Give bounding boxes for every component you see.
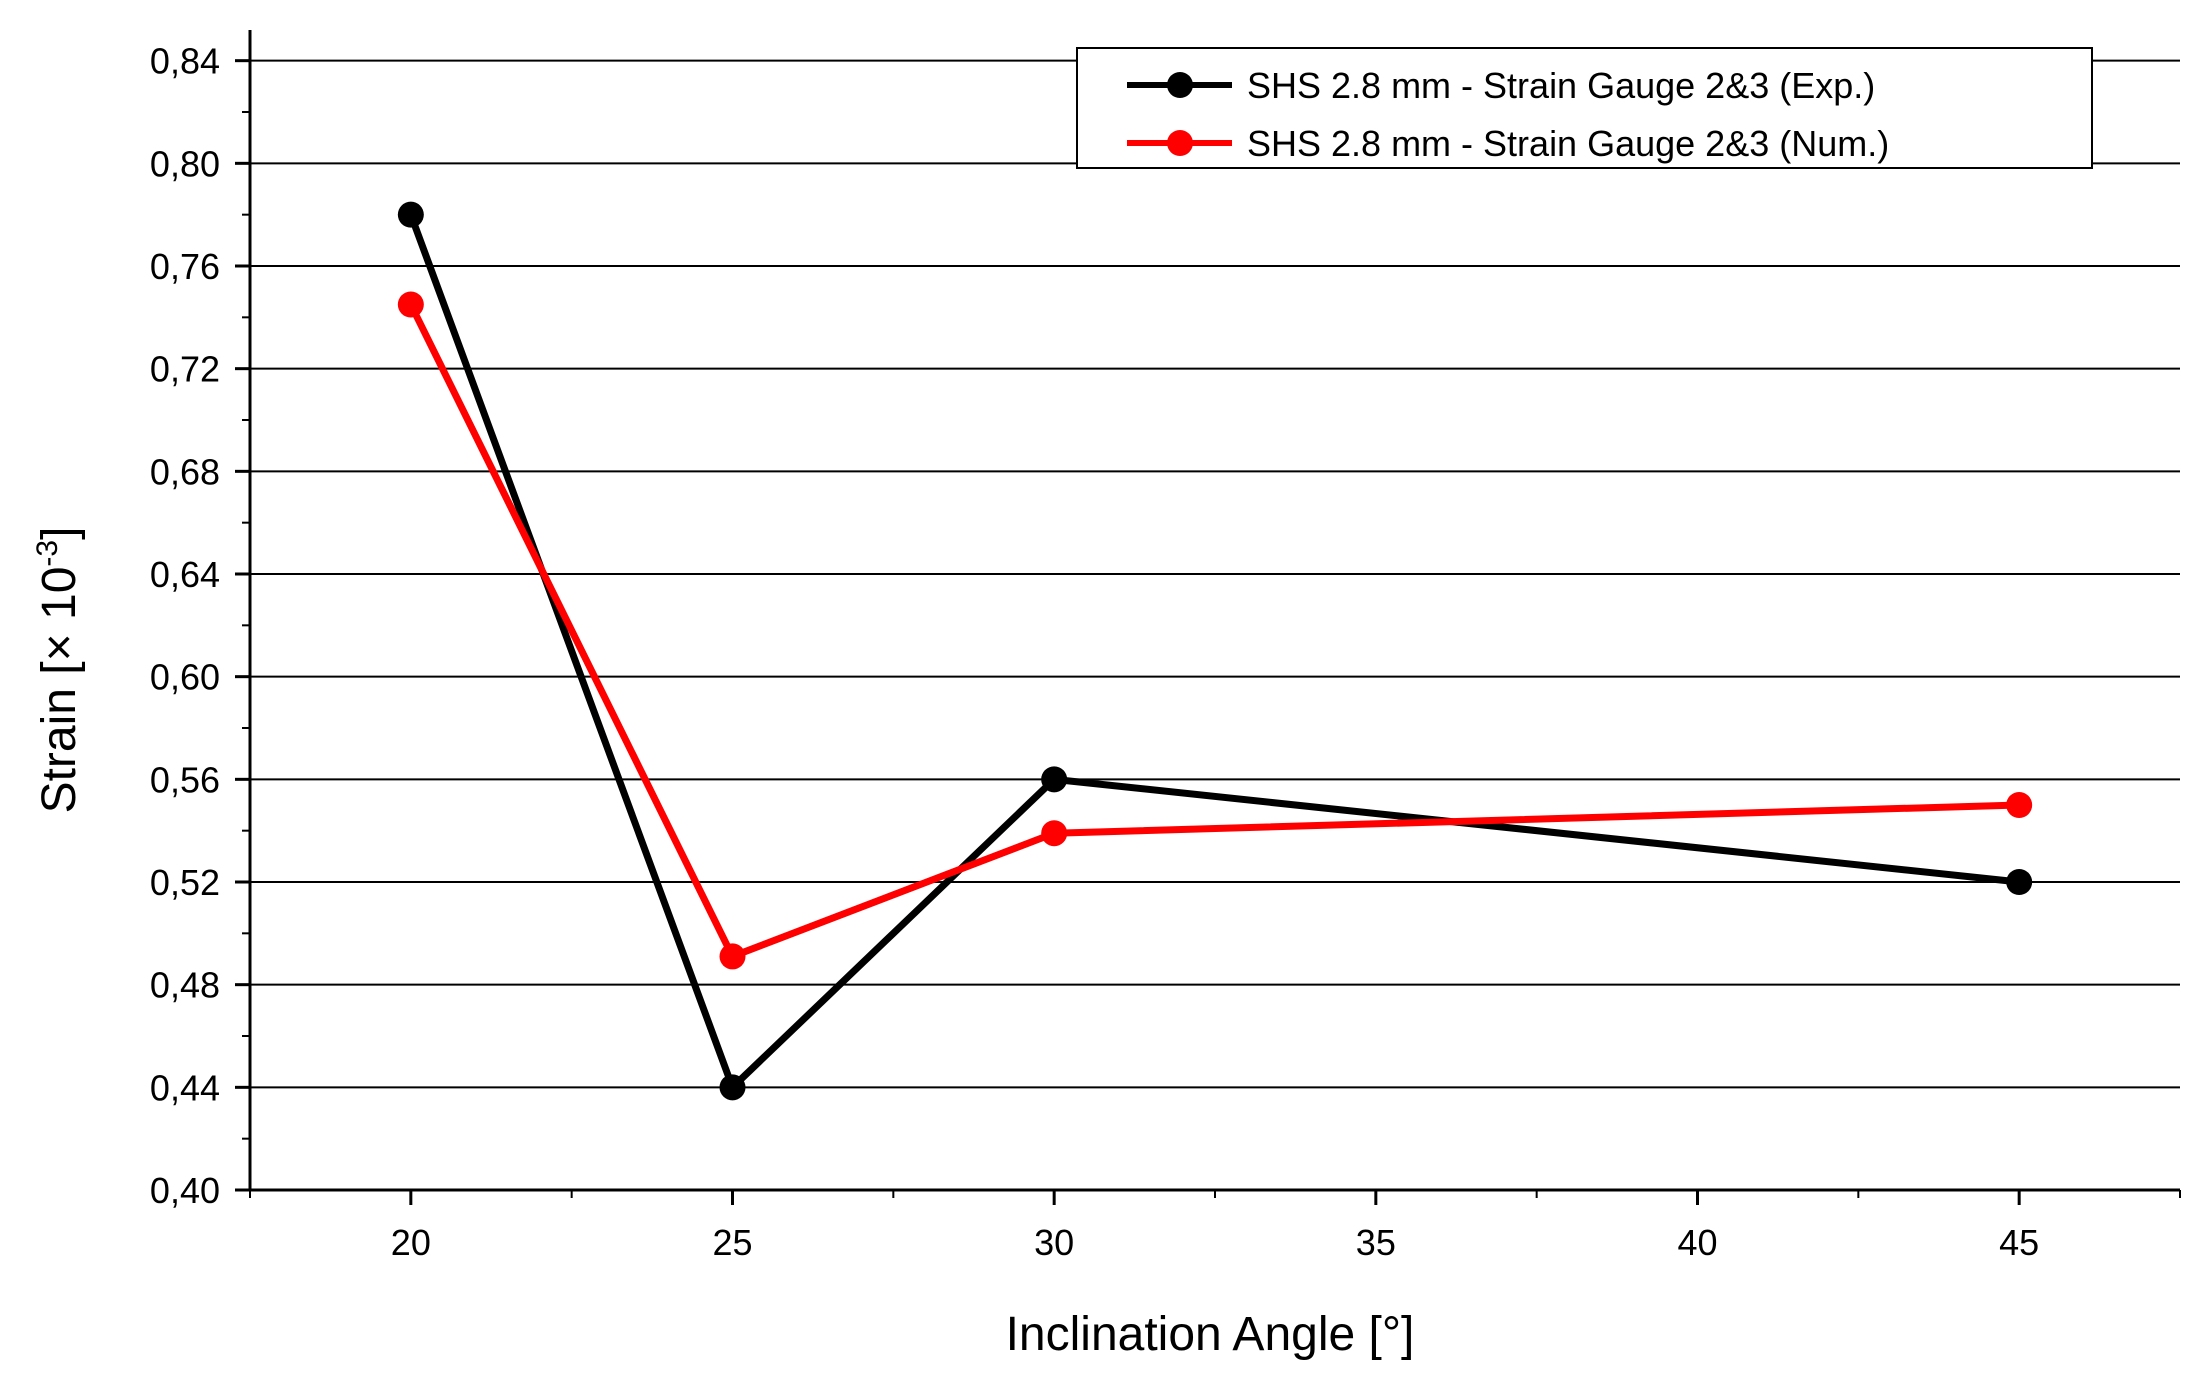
y-tick-label: 0,40 (150, 1170, 220, 1211)
data-point-num (397, 291, 424, 318)
y-tick-label: 0,72 (150, 349, 220, 390)
y-tick-label: 0,68 (150, 451, 220, 492)
legend-marker-num (1167, 130, 1193, 156)
y-axis-title-main: Strain [× 10 (33, 567, 86, 814)
x-tick-label: 35 (1356, 1222, 1396, 1263)
data-point-num (719, 943, 746, 970)
y-tick-label: 0,64 (150, 554, 220, 595)
y-tick-label: 0,56 (150, 759, 220, 800)
x-tick-label: 20 (391, 1222, 431, 1263)
x-tick-label: 45 (1999, 1222, 2039, 1263)
grid-lines (250, 59, 2180, 1089)
data-point-exp (2006, 869, 2033, 895)
y-tick-label: 0,48 (150, 965, 220, 1006)
data-point-exp (397, 201, 424, 228)
data-point-exp (1041, 766, 1068, 793)
y-axis-title: Strain [× 10-3] (31, 527, 86, 814)
legend-label-exp: SHS 2.8 mm - Strain Gauge 2&3 (Exp.) (1247, 65, 1875, 106)
axes (235, 30, 2181, 1205)
x-tick-label: 40 (1677, 1222, 1717, 1263)
x-tick-label: 25 (712, 1222, 752, 1263)
x-tick-label: 30 (1034, 1222, 1074, 1263)
legend: SHS 2.8 mm - Strain Gauge 2&3 (Exp.) SHS… (1076, 47, 2093, 169)
series-line-num (407, 302, 2020, 960)
y-tick-label: 0,60 (150, 657, 220, 698)
y-axis-title-close: ] (33, 527, 86, 540)
x-axis-title: Inclination Angle [°] (1006, 1308, 1415, 1361)
y-tick-label: 0,80 (150, 143, 220, 184)
y-tick-label: 0,76 (150, 246, 220, 287)
legend-box (1076, 47, 2093, 169)
legend-marker-exp (1167, 72, 1193, 98)
legend-label-num: SHS 2.8 mm - Strain Gauge 2&3 (Num.) (1247, 123, 1889, 164)
data-point-num (2006, 792, 2033, 818)
data-point-exp (719, 1074, 746, 1101)
series-lines (397, 201, 2033, 1101)
series-line-exp (407, 213, 2020, 1091)
tick-labels: 0,40 0,44 0,48 0,52 0,56 0,60 0,64 0,68 0,72 0,76… (150, 41, 2039, 1263)
y-tick-label: 0,44 (150, 1067, 220, 1108)
y-tick-label: 0,52 (150, 862, 220, 903)
data-point-num (1041, 820, 1068, 847)
y-axis-title-exponent: -3 (31, 540, 64, 567)
y-tick-label: 0,84 (150, 41, 220, 82)
